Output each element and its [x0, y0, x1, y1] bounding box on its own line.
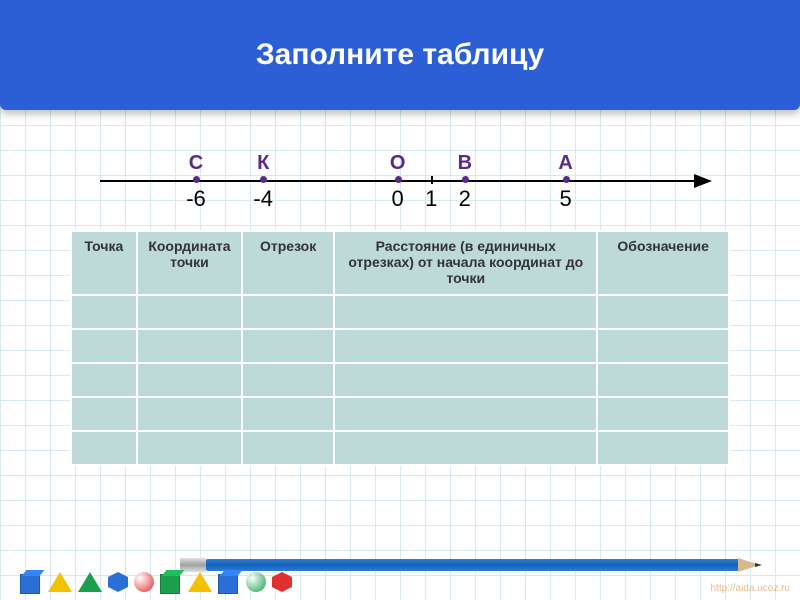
slide-title-banner: Заполните таблицу [0, 0, 800, 110]
cube-shape-icon [20, 570, 42, 592]
table-cell [334, 397, 597, 431]
axis-tick [431, 176, 433, 184]
table-cell [597, 363, 729, 397]
cube-shape-icon [218, 570, 240, 592]
table-cell [334, 363, 597, 397]
table-cell [334, 329, 597, 363]
table-cell [242, 431, 334, 465]
table-column-header: Точка [71, 231, 137, 295]
ball-shape-icon [246, 572, 266, 592]
number-line-arrow [694, 174, 712, 188]
watermark: http://aida.ucoz.ru [711, 583, 791, 594]
table-column-header: Координата точки [137, 231, 242, 295]
table-column-header: Отрезок [242, 231, 334, 295]
table-cell [71, 329, 137, 363]
coord-label: -4 [253, 186, 273, 212]
table-row [71, 363, 729, 397]
data-table-container: ТочкаКоордината точкиОтрезокРасстояние (… [70, 230, 730, 466]
table-row [71, 295, 729, 329]
tri-shape-icon [188, 572, 212, 592]
table-cell [71, 397, 137, 431]
table-body [71, 295, 729, 465]
table-header-row: ТочкаКоордината точкиОтрезокРасстояние (… [71, 231, 729, 295]
point-label: А [558, 152, 572, 175]
table-cell [242, 329, 334, 363]
point-label: В [458, 152, 472, 175]
footer-shapes [20, 570, 292, 592]
coord-label: 2 [459, 186, 471, 212]
number-line: С -6 К -4 О 01В 2 А 5 [140, 150, 700, 220]
table-row [71, 329, 729, 363]
table-cell [597, 431, 729, 465]
table-cell [137, 329, 242, 363]
coord-label: 5 [559, 186, 571, 212]
point-dot [563, 176, 570, 183]
coord-label: 1 [425, 186, 437, 212]
table-cell [597, 329, 729, 363]
table-cell [137, 431, 242, 465]
table-column-header: Обозначение [597, 231, 729, 295]
point-dot [395, 176, 402, 183]
pencil-lead [755, 563, 762, 567]
table-cell [597, 295, 729, 329]
point-label: С [189, 152, 203, 175]
point-dot [260, 176, 267, 183]
ball-shape-icon [134, 572, 154, 592]
table-row [71, 397, 729, 431]
point-label: О [390, 152, 406, 175]
hex-shape-icon [108, 572, 128, 592]
slide-content: С -6 К -4 О 01В 2 А 5 ТочкаКоордината точкиОтрез… [0, 110, 800, 466]
table-cell [334, 431, 597, 465]
point-dot [462, 176, 469, 183]
table-column-header: Расстояние (в единичных отрезках) от нач… [334, 231, 597, 295]
cube-shape-icon [160, 570, 182, 592]
table-cell [137, 363, 242, 397]
coord-label: -6 [186, 186, 206, 212]
table-cell [597, 397, 729, 431]
point-dot [193, 176, 200, 183]
table-cell [71, 363, 137, 397]
tri-shape-icon [78, 572, 102, 592]
coord-label: 0 [391, 186, 403, 212]
pencil-tip [738, 558, 760, 572]
point-label: К [257, 152, 269, 175]
table-row [71, 431, 729, 465]
table-cell [242, 397, 334, 431]
table-cell [242, 363, 334, 397]
table-cell [71, 431, 137, 465]
slide-title: Заполните таблицу [256, 38, 544, 72]
hex-shape-icon [272, 572, 292, 592]
data-table: ТочкаКоордината точкиОтрезокРасстояние (… [70, 230, 730, 466]
table-cell [137, 295, 242, 329]
number-line-axis [100, 180, 710, 182]
table-cell [242, 295, 334, 329]
table-cell [137, 397, 242, 431]
table-cell [71, 295, 137, 329]
tri-shape-icon [48, 572, 72, 592]
table-cell [334, 295, 597, 329]
